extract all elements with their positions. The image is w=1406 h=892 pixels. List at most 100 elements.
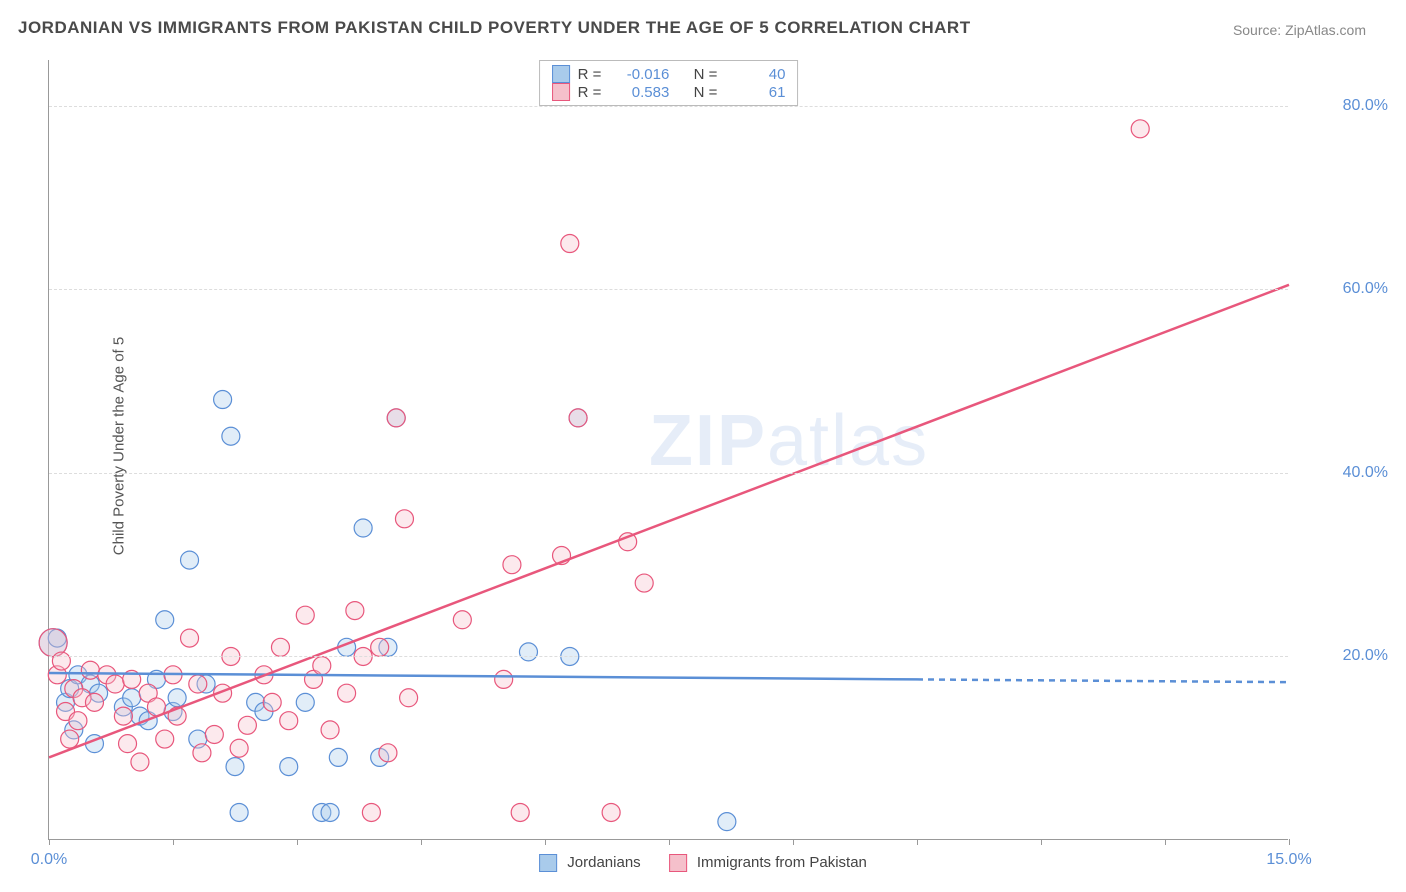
r-label: R = bbox=[578, 66, 602, 83]
n-label: N = bbox=[694, 84, 718, 101]
n-value-pakistan: 61 bbox=[725, 84, 785, 101]
data-point bbox=[238, 716, 256, 734]
data-point bbox=[193, 744, 211, 762]
source-link[interactable]: ZipAtlas.com bbox=[1285, 22, 1366, 38]
data-point bbox=[222, 427, 240, 445]
data-point bbox=[296, 606, 314, 624]
data-point bbox=[718, 813, 736, 831]
data-point bbox=[205, 725, 223, 743]
data-point bbox=[226, 758, 244, 776]
data-point bbox=[313, 657, 331, 675]
data-point bbox=[321, 721, 339, 739]
legend-row-jordanians: R = -0.016 N = 40 bbox=[552, 65, 786, 83]
data-point bbox=[569, 409, 587, 427]
data-point bbox=[69, 712, 87, 730]
legend-row-pakistan: R = 0.583 N = 61 bbox=[552, 83, 786, 101]
data-point bbox=[561, 235, 579, 253]
x-tick bbox=[421, 839, 422, 845]
gridline bbox=[49, 106, 1288, 107]
data-point bbox=[106, 675, 124, 693]
gridline bbox=[49, 656, 1288, 657]
r-value-pakistan: 0.583 bbox=[609, 84, 669, 101]
data-point bbox=[85, 693, 103, 711]
data-point bbox=[338, 684, 356, 702]
data-point bbox=[123, 689, 141, 707]
swatch-pink-icon bbox=[669, 854, 687, 872]
x-tick bbox=[49, 839, 50, 845]
r-label: R = bbox=[578, 84, 602, 101]
x-tick bbox=[1041, 839, 1042, 845]
swatch-blue-icon bbox=[539, 854, 557, 872]
data-point bbox=[321, 803, 339, 821]
legend-item-pakistan: Immigrants from Pakistan bbox=[669, 854, 867, 872]
data-point bbox=[230, 739, 248, 757]
series-legend: Jordanians Immigrants from Pakistan bbox=[539, 854, 867, 872]
data-point bbox=[511, 803, 529, 821]
data-point bbox=[263, 693, 281, 711]
data-point bbox=[602, 803, 620, 821]
x-tick bbox=[917, 839, 918, 845]
data-point bbox=[52, 652, 70, 670]
data-point bbox=[181, 629, 199, 647]
chart-svg bbox=[49, 60, 1288, 839]
data-point bbox=[635, 574, 653, 592]
data-point bbox=[181, 551, 199, 569]
y-tick-label: 40.0% bbox=[1298, 464, 1388, 482]
data-point bbox=[230, 803, 248, 821]
x-tick-label: 15.0% bbox=[1266, 851, 1311, 869]
data-point bbox=[362, 803, 380, 821]
data-point bbox=[1131, 120, 1149, 138]
data-point bbox=[280, 758, 298, 776]
gridline bbox=[49, 473, 1288, 474]
trend-line bbox=[49, 285, 1289, 758]
data-point bbox=[214, 391, 232, 409]
data-point bbox=[329, 748, 347, 766]
swatch-pink bbox=[552, 83, 570, 101]
data-point bbox=[395, 510, 413, 528]
legend-label-jordanians: Jordanians bbox=[567, 854, 640, 871]
correlation-legend: R = -0.016 N = 40 R = 0.583 N = 61 bbox=[539, 60, 799, 106]
swatch-blue bbox=[552, 65, 570, 83]
plot-area: R = -0.016 N = 40 R = 0.583 N = 61 ZIPat… bbox=[48, 60, 1288, 840]
data-point bbox=[119, 735, 137, 753]
n-value-jordanians: 40 bbox=[725, 66, 785, 83]
x-tick bbox=[173, 839, 174, 845]
data-point bbox=[495, 670, 513, 688]
data-point bbox=[131, 753, 149, 771]
legend-label-pakistan: Immigrants from Pakistan bbox=[697, 854, 867, 871]
n-label: N = bbox=[694, 66, 718, 83]
data-point bbox=[168, 689, 186, 707]
y-tick-label: 80.0% bbox=[1298, 97, 1388, 115]
data-point bbox=[387, 409, 405, 427]
chart-title: JORDANIAN VS IMMIGRANTS FROM PAKISTAN CH… bbox=[18, 18, 971, 38]
y-tick-label: 60.0% bbox=[1298, 280, 1388, 298]
data-point bbox=[503, 556, 521, 574]
data-point bbox=[189, 675, 207, 693]
gridline bbox=[49, 289, 1288, 290]
data-point bbox=[156, 730, 174, 748]
data-point bbox=[61, 730, 79, 748]
data-point bbox=[114, 707, 132, 725]
data-point bbox=[81, 661, 99, 679]
x-tick bbox=[669, 839, 670, 845]
trend-line-extrapolated bbox=[917, 679, 1289, 682]
legend-item-jordanians: Jordanians bbox=[539, 854, 641, 872]
data-point bbox=[354, 519, 372, 537]
data-point bbox=[296, 693, 314, 711]
data-point bbox=[346, 602, 364, 620]
source-attribution: Source: ZipAtlas.com bbox=[1233, 22, 1366, 38]
data-point bbox=[280, 712, 298, 730]
data-point bbox=[371, 638, 389, 656]
x-tick bbox=[545, 839, 546, 845]
y-tick-label: 20.0% bbox=[1298, 647, 1388, 665]
x-tick bbox=[1289, 839, 1290, 845]
x-tick bbox=[1165, 839, 1166, 845]
source-label: Source: bbox=[1233, 22, 1281, 38]
x-tick bbox=[793, 839, 794, 845]
x-tick bbox=[297, 839, 298, 845]
data-point bbox=[519, 643, 537, 661]
r-value-jordanians: -0.016 bbox=[609, 66, 669, 83]
x-tick-label: 0.0% bbox=[31, 851, 67, 869]
data-point bbox=[379, 744, 397, 762]
data-point bbox=[271, 638, 289, 656]
